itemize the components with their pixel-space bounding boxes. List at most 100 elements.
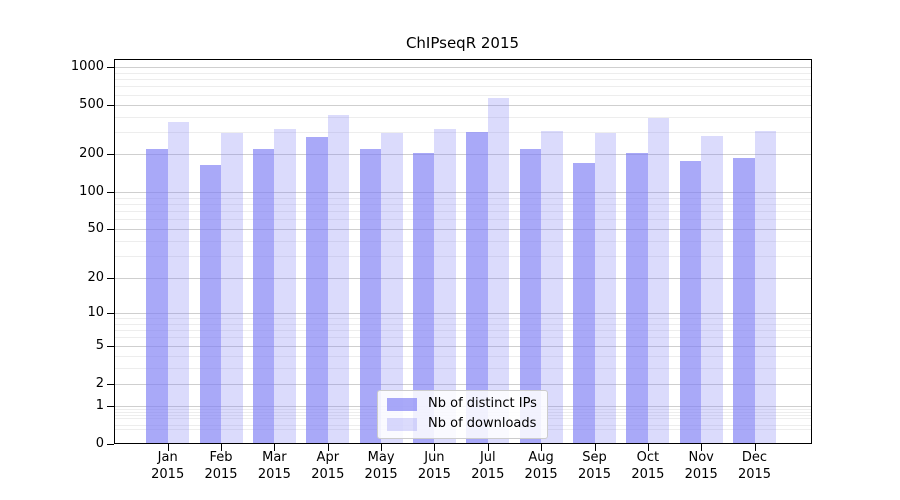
bar-downloads-nov (701, 136, 723, 444)
x-tick-mark (381, 444, 383, 451)
gridline-minor (113, 355, 812, 357)
gridline-major (113, 154, 812, 156)
plot-area (113, 59, 812, 444)
x-tick-label: Apr 2015 (311, 450, 345, 482)
gridline-major (113, 104, 812, 106)
bar-distinct-ips-aug (519, 148, 542, 444)
y-tick-mark (106, 443, 114, 445)
bar-downloads-dec (754, 130, 777, 444)
bar-downloads-feb (221, 133, 243, 444)
bar-distinct-ips-mar (252, 149, 275, 444)
y-tick-mark (106, 154, 114, 156)
x-tick-label: Nov 2015 (684, 450, 718, 482)
gridline-minor (113, 86, 812, 88)
y-tick-label: 2 (95, 375, 104, 391)
gridline-minor (113, 211, 812, 213)
gridline-minor (113, 337, 812, 339)
bar-downloads-jul (487, 97, 510, 444)
y-tick-mark (106, 192, 114, 193)
bar-distinct-ips-dec (733, 157, 755, 444)
legend-label-downloads: Nb of downloads (428, 416, 537, 431)
y-tick-label: 1 (95, 397, 104, 413)
gridline-minor (113, 219, 812, 221)
gridline-minor (113, 72, 812, 74)
bar-distinct-ips-apr (306, 137, 328, 444)
x-tick-mark (647, 444, 649, 451)
y-tick-label: 500 (79, 96, 104, 112)
y-tick-label: 100 (79, 184, 104, 199)
gridline-minor (113, 94, 812, 96)
bar-distinct-ips-jul (466, 131, 488, 444)
y-tick-mark (106, 66, 114, 68)
bar-downloads-sep (594, 133, 616, 444)
x-tick-label: May 2015 (364, 450, 398, 482)
y-tick-mark (106, 104, 114, 106)
x-tick-label: Mar 2015 (257, 450, 291, 482)
x-tick-mark (167, 444, 169, 451)
y-tick-label: 5 (95, 337, 104, 353)
x-tick-label: Sep 2015 (577, 450, 612, 482)
gridline-minor (113, 330, 812, 332)
bar-downloads-jun (434, 128, 456, 444)
y-tick-label: 10 (87, 304, 104, 320)
x-tick-label: Jan 2015 (151, 450, 185, 482)
bar-distinct-ips-nov (679, 161, 702, 444)
legend: Nb of distinct IPs Nb of downloads (377, 390, 548, 439)
legend-item-downloads: Nb of downloads (387, 416, 537, 432)
gridline-major (113, 66, 812, 68)
x-tick-mark (541, 444, 543, 451)
y-tick-label: 20 (87, 269, 104, 285)
x-tick-mark (754, 444, 756, 451)
legend-swatch-downloads (387, 417, 417, 431)
bar-downloads-apr (327, 115, 350, 444)
x-tick-label: Jul 2015 (471, 450, 505, 482)
gridline-minor (113, 79, 812, 81)
y-tick-mark (106, 383, 114, 385)
bar-distinct-ips-may (359, 149, 382, 444)
bar-distinct-ips-oct (626, 152, 648, 444)
y-tick-mark (106, 312, 114, 314)
y-tick-mark (106, 229, 114, 231)
gridline-major (113, 345, 812, 347)
y-tick-label: 200 (79, 146, 104, 162)
gridline-minor (113, 318, 812, 319)
gridline-major (113, 312, 812, 314)
gridline-minor (113, 367, 812, 369)
bar-distinct-ips-sep (573, 162, 595, 444)
bar-downloads-may (381, 132, 403, 444)
y-tick-mark (106, 405, 114, 407)
gridline-minor (113, 116, 812, 118)
gridline-major (113, 192, 812, 193)
gridline-minor (113, 132, 812, 134)
gridline-minor (113, 241, 812, 243)
x-tick-label: Oct 2015 (631, 450, 665, 482)
bar-downloads-mar (274, 129, 296, 444)
y-tick-mark (106, 277, 114, 279)
x-tick-mark (327, 444, 329, 451)
bar-downloads-jan (167, 121, 190, 444)
gridline-major (113, 229, 812, 231)
gridline-minor (113, 197, 812, 199)
y-tick-label: 0 (95, 435, 104, 451)
x-tick-mark (487, 444, 489, 451)
y-tick-mark (106, 345, 114, 347)
bar-downloads-aug (541, 131, 563, 444)
x-tick-mark (434, 444, 436, 451)
chart-title: ChIPseqR 2015 (405, 34, 520, 52)
gridline-major (113, 383, 812, 385)
bar-distinct-ips-jan (146, 149, 168, 444)
legend-label-distinct-ips: Nb of distinct IPs (428, 396, 537, 411)
gridline-minor (113, 204, 812, 205)
x-tick-mark (701, 444, 703, 451)
bar-distinct-ips-feb (199, 165, 222, 444)
legend-item-distinct-ips: Nb of distinct IPs (387, 396, 537, 412)
gridline-major (113, 277, 812, 279)
legend-swatch-distinct-ips (387, 397, 417, 411)
y-tick-label: 1000 (70, 58, 104, 74)
x-tick-label: Dec 2015 (737, 450, 772, 482)
x-tick-mark (274, 444, 276, 451)
gridline-minor (113, 256, 812, 258)
bar-distinct-ips-jun (412, 152, 435, 444)
bar-downloads-oct (647, 117, 670, 444)
